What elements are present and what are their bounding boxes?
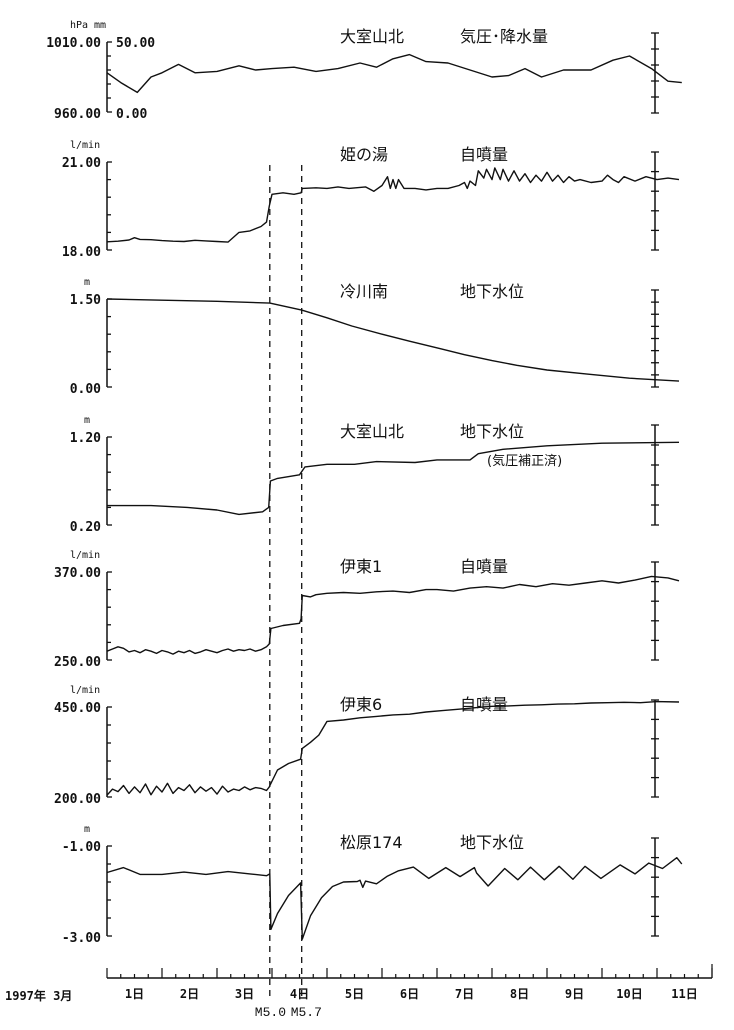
panel-omuroyama-pressure: hPa 1010.00 960.00 mm 50.00 0.00 大室山北 気圧･降水量 (46, 20, 682, 122)
earthquake-magnitude-label: M5.7 (291, 1005, 322, 1020)
y-min-label: 250.00 (54, 655, 101, 670)
x-tick-label: 7日 (455, 987, 474, 1001)
quantity-name: 自噴量 (460, 695, 508, 714)
x-tick-label: 9日 (565, 987, 584, 1001)
quantity-name: 自噴量 (460, 557, 508, 576)
x-tick-label: 6日 (400, 987, 419, 1001)
series-line-matsubara174-groundwater (106, 857, 683, 940)
secondary-max-label: 50.00 (116, 36, 155, 51)
y-min-label: 200.00 (54, 792, 101, 807)
station-name: 松原174 (340, 833, 403, 852)
panel-ito1-flow: l/min 370.00 250.00 伊東1 自噴量 (54, 550, 680, 670)
y-max-label: 1010.00 (46, 36, 101, 51)
y-min-label: 18.00 (62, 245, 101, 260)
x-tick-label: 2日 (180, 987, 199, 1001)
series-line-ito6-flow (106, 700, 680, 796)
x-tick-label: 8日 (510, 987, 529, 1001)
panel-matsubara174-groundwater: m -1.00 -3.00 松原174 地下水位 (62, 824, 683, 946)
y-max-label: 450.00 (54, 701, 101, 716)
y-min-label: -3.00 (62, 931, 101, 946)
y-unit-label: m (84, 824, 90, 835)
quantity-name: 地下水位 (460, 422, 524, 441)
quantity-name: 地下水位 (460, 833, 524, 852)
panel-ito6-flow: l/min 450.00 200.00 伊東6 自噴量 (54, 685, 680, 807)
x-axis-label: 1997年 3月 (5, 988, 72, 1003)
y-min-label: 0.00 (70, 382, 101, 397)
x-tick-label: 3日 (235, 987, 254, 1001)
y-unit-label: l/min (70, 550, 100, 561)
series-line-hiekawa-groundwater (106, 298, 680, 382)
series-line-omuroyama-groundwater (107, 441, 680, 516)
station-name: 伊東1 (340, 557, 382, 576)
x-tick-label: 10日 (616, 987, 642, 1001)
x-tick-label: 5日 (345, 987, 364, 1001)
y-unit-label: m (84, 277, 90, 288)
panel-himenoyu-flow: l/min 21.00 18.00 姫の湯 自噴量 (62, 140, 680, 260)
y-unit-label: l/min (70, 685, 100, 696)
earthquake-magnitude-label: M5.0 (255, 1005, 286, 1020)
secondary-unit-label: mm (94, 20, 106, 31)
y-max-label: 370.00 (54, 566, 101, 581)
station-name: 冷川南 (340, 282, 388, 301)
y-min-label: 0.20 (70, 520, 101, 535)
y-max-label: 21.00 (62, 156, 101, 171)
y-max-label: 1.50 (70, 293, 101, 308)
x-tick-label: 4日 (290, 987, 309, 1001)
quantity-name: 気圧･降水量 (460, 27, 548, 46)
x-tick-label: 11日 (671, 987, 697, 1001)
station-name: 大室山北 (340, 27, 404, 46)
secondary-min-label: 0.00 (116, 107, 147, 122)
y-min-label: 960.00 (54, 107, 101, 122)
station-name: 大室山北 (340, 422, 404, 441)
panel-omuroyama-groundwater: m 1.20 0.20 大室山北 地下水位 (気圧補正済) (70, 415, 680, 535)
quantity-name: 地下水位 (460, 282, 524, 301)
y-max-label: -1.00 (62, 840, 101, 855)
y-unit-label: m (84, 415, 90, 426)
series-line-himenoyu-flow (106, 167, 680, 243)
panel-hiekawa-groundwater: m 1.50 0.00 冷川南 地下水位 (70, 277, 680, 397)
y-unit-label: hPa (70, 20, 88, 31)
quantity-name: 自噴量 (460, 145, 508, 164)
series-line-ito1-flow (106, 575, 680, 655)
correction-note: (気圧補正済) (487, 453, 562, 469)
station-name: 伊東6 (340, 695, 382, 714)
series-line-omuroyama-pressure (106, 53, 682, 94)
x-axis: 1997年 3月 1日 2日 3日 4日 5日 6日 7日 8日 9日 10日 11日 (5, 964, 713, 1003)
station-name: 姫の湯 (340, 145, 388, 164)
y-unit-label: l/min (70, 140, 100, 151)
x-tick-label: 1日 (125, 987, 144, 1001)
y-max-label: 1.20 (70, 431, 101, 446)
